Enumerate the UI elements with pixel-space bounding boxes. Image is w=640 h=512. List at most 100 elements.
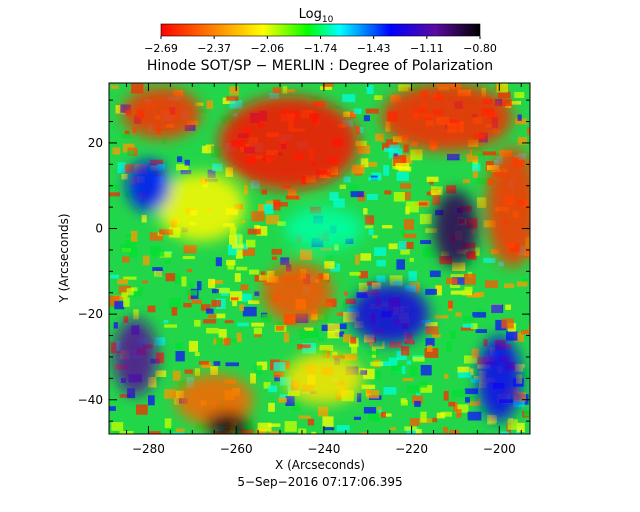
speckle bbox=[300, 249, 312, 260]
speckle bbox=[378, 361, 391, 366]
speckle bbox=[155, 352, 165, 364]
speckle bbox=[261, 314, 272, 323]
x-tick-label: −260 bbox=[220, 442, 253, 456]
speckle bbox=[496, 83, 508, 93]
speckle bbox=[273, 202, 288, 207]
heatmap-region bbox=[477, 335, 522, 422]
speckle bbox=[300, 344, 311, 348]
speckle bbox=[521, 329, 530, 335]
speckle bbox=[127, 150, 135, 155]
y-tick-label: −20 bbox=[78, 307, 103, 321]
speckle bbox=[130, 289, 143, 297]
speckle bbox=[389, 341, 402, 348]
speckle bbox=[240, 428, 255, 434]
speckle bbox=[463, 316, 474, 322]
speckle bbox=[467, 411, 482, 421]
speckle bbox=[109, 406, 116, 411]
speckle bbox=[443, 391, 449, 401]
speckle bbox=[357, 145, 371, 154]
speckle bbox=[361, 384, 376, 390]
speckle bbox=[449, 429, 460, 434]
speckle bbox=[420, 240, 432, 244]
speckle bbox=[109, 295, 120, 307]
speckle bbox=[343, 176, 351, 183]
speckle bbox=[280, 257, 290, 265]
speckle bbox=[498, 91, 511, 99]
speckle bbox=[164, 389, 177, 399]
speckle bbox=[472, 163, 481, 172]
speckle bbox=[432, 194, 441, 205]
speckle bbox=[370, 361, 384, 367]
speckle bbox=[208, 314, 217, 319]
speckle bbox=[174, 273, 181, 285]
speckle bbox=[117, 162, 127, 174]
speckle bbox=[414, 400, 421, 407]
speckle bbox=[360, 253, 372, 261]
colorbar-tick-label: −2.37 bbox=[197, 42, 231, 55]
speckle bbox=[140, 287, 145, 291]
speckle bbox=[148, 377, 157, 388]
speckle bbox=[412, 356, 425, 362]
speckle bbox=[427, 344, 433, 352]
speckle bbox=[374, 247, 387, 256]
speckle bbox=[119, 394, 131, 398]
speckle bbox=[201, 145, 207, 154]
speckle bbox=[317, 313, 329, 322]
speckle bbox=[230, 338, 240, 343]
speckle bbox=[254, 365, 263, 375]
speckle bbox=[141, 214, 147, 223]
speckle bbox=[472, 312, 487, 318]
speckle bbox=[206, 308, 214, 314]
speckle bbox=[342, 334, 352, 343]
speckle bbox=[395, 163, 410, 170]
speckle bbox=[212, 163, 223, 172]
speckle bbox=[177, 156, 183, 162]
speckle bbox=[516, 422, 525, 433]
speckle bbox=[529, 356, 530, 367]
speckle bbox=[263, 382, 271, 389]
speckle bbox=[360, 158, 369, 168]
speckle bbox=[302, 343, 316, 354]
speckle bbox=[185, 290, 198, 296]
speckle bbox=[229, 291, 243, 302]
speckle bbox=[133, 309, 139, 320]
speckle bbox=[232, 296, 237, 307]
speckle bbox=[198, 361, 209, 365]
speckle bbox=[416, 391, 421, 397]
speckle bbox=[350, 191, 364, 198]
speckle bbox=[142, 255, 150, 266]
speckle bbox=[234, 273, 241, 282]
speckle bbox=[507, 419, 518, 430]
speckle bbox=[357, 393, 362, 403]
speckle bbox=[311, 431, 317, 434]
speckle bbox=[242, 248, 255, 256]
speckle bbox=[474, 292, 485, 298]
speckle bbox=[159, 251, 172, 258]
speckle bbox=[161, 137, 167, 145]
speckle bbox=[111, 422, 124, 431]
speckle bbox=[410, 149, 423, 161]
speckle bbox=[366, 390, 380, 399]
speckle bbox=[181, 276, 187, 287]
speckle bbox=[359, 368, 365, 372]
speckle bbox=[432, 417, 438, 423]
speckle bbox=[358, 282, 368, 293]
speckle bbox=[393, 155, 407, 166]
speckle bbox=[319, 345, 334, 351]
speckle bbox=[448, 401, 456, 407]
speckle bbox=[136, 404, 148, 415]
speckle bbox=[250, 373, 256, 384]
speckle bbox=[229, 226, 237, 237]
speckle bbox=[227, 245, 237, 256]
speckle bbox=[414, 202, 428, 206]
speckle bbox=[343, 311, 357, 323]
speckle bbox=[343, 291, 348, 296]
speckle bbox=[445, 340, 452, 352]
speckle bbox=[110, 274, 120, 279]
speckle bbox=[120, 244, 130, 252]
speckle bbox=[188, 340, 198, 352]
speckle bbox=[171, 307, 178, 316]
speckle bbox=[375, 370, 381, 381]
speckle bbox=[487, 172, 493, 181]
speckle bbox=[383, 387, 397, 395]
